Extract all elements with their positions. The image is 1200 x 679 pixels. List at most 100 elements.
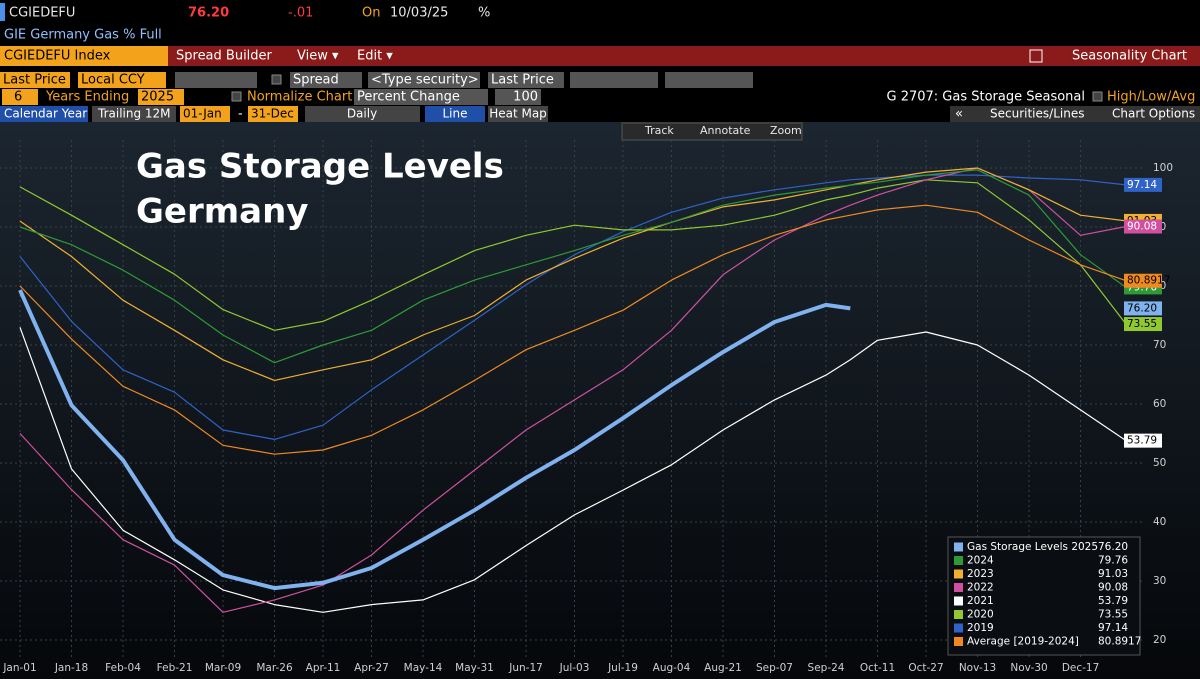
field[interactable]	[665, 72, 753, 88]
tab-text[interactable]: Calendar Year	[4, 107, 87, 121]
x-tick-label: Nov-13	[959, 662, 996, 674]
field[interactable]	[2, 89, 38, 105]
legend-swatch	[954, 610, 963, 619]
security-box[interactable]	[0, 46, 168, 66]
button[interactable]: Chart Options	[1112, 107, 1195, 121]
checkbox[interactable]	[231, 91, 242, 102]
field[interactable]	[495, 89, 541, 105]
menu-bar	[0, 46, 1200, 66]
legend-label: 2020	[967, 609, 994, 621]
last-value-tag	[1124, 219, 1162, 234]
field[interactable]	[0, 72, 70, 88]
field[interactable]	[570, 72, 658, 88]
label[interactable]: High/Low/Avg	[1107, 90, 1195, 105]
tab-text[interactable]: Trailing 12M	[97, 107, 171, 121]
tab[interactable]	[0, 106, 88, 122]
row-2: 6 Years Ending 2025 Normalize Chart Perc…	[2, 89, 1195, 105]
checkbox[interactable]	[1092, 91, 1103, 102]
x-tick-label: Apr-27	[354, 662, 389, 674]
field[interactable]	[305, 106, 420, 122]
tab[interactable]	[488, 106, 548, 122]
series-line	[19, 167, 1127, 613]
label: Years Ending	[45, 90, 129, 105]
chart-name: G 2707: Gas Storage Seasonal	[886, 90, 1085, 105]
menu-item[interactable]: View ▾	[297, 49, 339, 64]
field[interactable]	[290, 72, 362, 88]
legend-label: 2024	[967, 555, 994, 567]
legend-value: 90.08	[1098, 582, 1128, 594]
x-tick-label: Sep-24	[808, 662, 845, 674]
on-label: On	[362, 6, 380, 21]
tab[interactable]	[425, 106, 485, 122]
y-tick-label: 20	[1153, 634, 1166, 646]
field-text[interactable]: Spread	[293, 73, 339, 88]
x-tick-label: Aug-21	[704, 662, 742, 674]
field-text[interactable]: 2025	[141, 90, 174, 105]
tab-text[interactable]: Line	[442, 107, 467, 121]
field[interactable]	[138, 89, 184, 105]
y-tick-label: 60	[1153, 398, 1166, 410]
tool[interactable]: Annotate	[700, 124, 751, 137]
field[interactable]	[248, 106, 298, 122]
field-text[interactable]: Last Price	[3, 73, 66, 88]
x-tick-label: Oct-27	[908, 662, 943, 674]
field-text[interactable]: Percent Change	[357, 90, 460, 105]
field-text[interactable]: 01-Jan	[183, 107, 222, 121]
series-line	[19, 169, 1127, 364]
tool[interactable]: Zoom	[770, 124, 802, 137]
field-text[interactable]: 6	[14, 90, 22, 105]
tab[interactable]	[92, 106, 176, 122]
button[interactable]: Securities/Lines	[990, 107, 1084, 121]
field[interactable]	[488, 72, 564, 88]
toolbar	[950, 106, 1200, 122]
collapse[interactable]: «	[955, 107, 963, 122]
field-text[interactable]: 100	[513, 90, 538, 105]
launch-icon[interactable]	[1029, 49, 1043, 63]
security[interactable]: CGIEDEFU Index	[4, 49, 111, 64]
menu-item[interactable]: Edit ▾	[357, 49, 393, 64]
x-tick-label: Mar-26	[256, 662, 293, 674]
label[interactable]: Normalize Chart	[247, 90, 352, 105]
price: 76.20	[188, 6, 229, 21]
menu-item[interactable]: Spread Builder	[176, 49, 273, 64]
field[interactable]	[368, 72, 480, 88]
last-value-tag	[1124, 177, 1162, 192]
function-title[interactable]: Seasonality Chart	[1072, 49, 1187, 64]
field-text[interactable]: Daily	[347, 107, 377, 121]
legend-label: 2021	[967, 595, 994, 607]
field[interactable]	[175, 72, 257, 88]
x-tick-label: Jul-19	[607, 662, 638, 674]
series-line	[19, 167, 1127, 381]
field-text[interactable]: Local CCY	[81, 73, 145, 88]
tab-text[interactable]: Heat Map	[489, 107, 547, 121]
row-1: Last Price Local CCY Spread <Type securi…	[0, 72, 753, 88]
chart: 2030405060708090100Jan-01Jan-18Feb-04Feb…	[0, 140, 1173, 674]
tool[interactable]: Track	[644, 124, 674, 137]
field[interactable]	[78, 72, 166, 88]
y-tick-label: 100	[1153, 162, 1173, 174]
legend-swatch	[954, 542, 963, 552]
last-value-label: 53.79	[1127, 435, 1157, 447]
last-value-label: 90.08	[1127, 221, 1157, 233]
legend-value: 91.03	[1098, 568, 1128, 580]
last-value-label: 80.8917	[1127, 275, 1170, 287]
y-tick-label: 30	[1153, 575, 1166, 587]
description: GIE Germany Gas % Full	[4, 28, 162, 43]
checkbox[interactable]	[271, 74, 282, 85]
field-text[interactable]: <Type security>	[371, 73, 479, 88]
y-tick-label: 50	[1153, 457, 1166, 469]
last-value-label: 76.20	[1127, 302, 1157, 314]
field[interactable]	[180, 106, 230, 122]
legend-swatch	[954, 583, 963, 592]
field-text[interactable]: 31-Dec	[251, 107, 294, 121]
legend-label: 2022	[967, 582, 994, 594]
field[interactable]	[354, 89, 488, 105]
chart-title: Gas Storage Levels	[136, 147, 504, 187]
x-tick-label: Feb-21	[157, 662, 193, 674]
y-tick-label: 40	[1153, 516, 1166, 528]
legend-swatch	[954, 637, 963, 646]
marker	[0, 3, 5, 21]
field-text[interactable]: Last Price	[491, 73, 554, 88]
date: 10/03/25	[390, 6, 448, 21]
